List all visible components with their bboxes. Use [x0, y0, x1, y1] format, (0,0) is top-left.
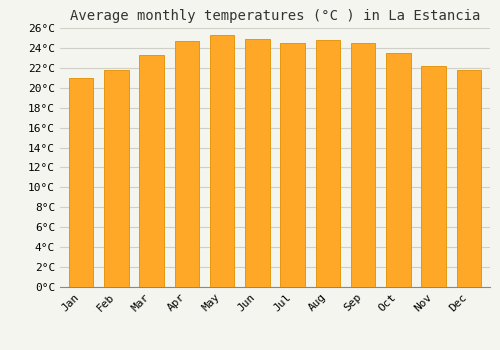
Bar — [104, 70, 128, 287]
Bar — [351, 43, 376, 287]
Bar — [140, 55, 164, 287]
Bar — [280, 43, 305, 287]
Bar — [245, 39, 270, 287]
Title: Average monthly temperatures (°C ) in La Estancia: Average monthly temperatures (°C ) in La… — [70, 9, 480, 23]
Bar — [174, 41, 199, 287]
Bar — [422, 66, 446, 287]
Bar — [386, 53, 410, 287]
Bar — [316, 40, 340, 287]
Bar — [456, 70, 481, 287]
Bar — [210, 35, 234, 287]
Bar — [69, 78, 94, 287]
